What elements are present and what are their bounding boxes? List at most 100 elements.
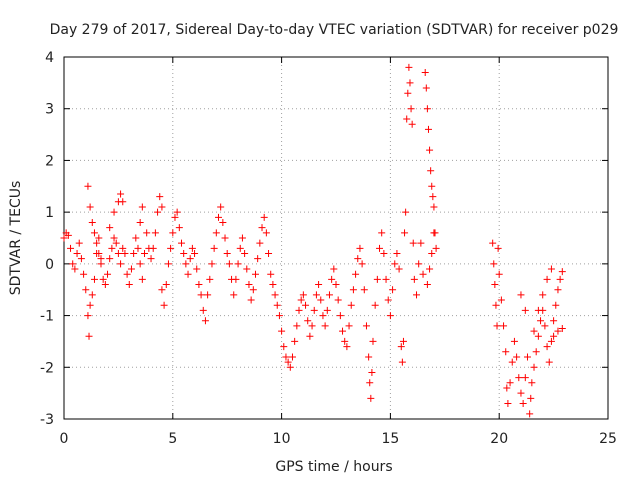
data-point [369, 337, 377, 345]
data-point [419, 270, 427, 278]
data-point [319, 312, 327, 320]
data-point [230, 291, 238, 299]
data-point [517, 291, 525, 299]
data-point [75, 239, 83, 247]
data-point [121, 250, 129, 258]
data-point [332, 281, 340, 289]
data-point [143, 229, 151, 237]
data-point [90, 275, 98, 283]
data-point [545, 358, 553, 366]
data-point [302, 301, 310, 309]
data-point [288, 353, 296, 361]
data-point [386, 312, 394, 320]
data-point [169, 229, 177, 237]
data-point [430, 203, 438, 211]
grid-lines [64, 57, 608, 419]
data-point [86, 203, 94, 211]
data-point [429, 193, 437, 201]
data-point [251, 270, 259, 278]
data-point [427, 167, 435, 175]
data-point [528, 379, 536, 387]
data-point [493, 322, 501, 330]
data-point [423, 105, 431, 113]
data-point [532, 348, 540, 356]
data-point [182, 260, 190, 268]
data-point [490, 260, 498, 268]
data-point [521, 306, 529, 314]
data-point [149, 244, 157, 252]
data-point [291, 337, 299, 345]
data-point [154, 208, 162, 216]
data-point [195, 281, 203, 289]
data-point [234, 260, 242, 268]
data-point [410, 275, 418, 283]
data-point [382, 275, 390, 283]
data-point [275, 312, 283, 320]
data-point [336, 312, 344, 320]
data-point [293, 322, 301, 330]
y-tick-label: 3 [45, 102, 54, 118]
data-point [119, 244, 127, 252]
data-point [247, 296, 255, 304]
data-point [409, 239, 417, 247]
data-point [523, 353, 531, 361]
data-point [391, 260, 399, 268]
data-point [495, 270, 503, 278]
data-point [132, 234, 140, 242]
data-point [180, 250, 188, 258]
data-point [317, 296, 325, 304]
axis-ticks: 0 5 10 15 20 25 -3 -2 -1 0 1 2 3 4 [40, 50, 617, 447]
data-point [164, 260, 172, 268]
data-point [106, 255, 114, 263]
data-point [315, 281, 323, 289]
data-point [136, 218, 144, 226]
data-point [273, 301, 281, 309]
data-point [430, 229, 438, 237]
data-point [119, 198, 127, 206]
data-point [136, 260, 144, 268]
y-tick-label: 4 [45, 50, 54, 66]
data-point [85, 332, 93, 340]
data-point [173, 208, 181, 216]
data-point [95, 250, 103, 258]
data-point [295, 306, 303, 314]
data-point [284, 358, 292, 366]
data-point [117, 260, 125, 268]
data-point [397, 343, 405, 351]
data-point [184, 270, 192, 278]
y-tick-label: -3 [40, 412, 54, 428]
x-tick-label: 0 [60, 431, 69, 447]
data-point [539, 291, 547, 299]
data-point [502, 348, 510, 356]
data-point [88, 218, 96, 226]
data-point [219, 218, 227, 226]
data-point [356, 244, 364, 252]
data-point [141, 250, 149, 258]
data-point [232, 275, 240, 283]
y-tick-label: 2 [45, 153, 54, 169]
data-point [506, 379, 514, 387]
data-point [432, 244, 440, 252]
data-point [408, 120, 416, 128]
data-point [556, 275, 564, 283]
data-point [249, 286, 257, 294]
data-point [69, 260, 77, 268]
data-point [343, 343, 351, 351]
data-point [407, 105, 415, 113]
data-point [345, 322, 353, 330]
data-point [393, 250, 401, 258]
data-point [265, 250, 273, 258]
data-point [262, 229, 270, 237]
data-point [134, 244, 142, 252]
data-point [299, 291, 307, 299]
data-point [422, 84, 430, 92]
data-point [550, 332, 558, 340]
data-point [221, 234, 229, 242]
data-point [260, 213, 268, 221]
data-point [330, 265, 338, 273]
data-point [147, 255, 155, 263]
data-point [415, 260, 423, 268]
data-point [77, 255, 85, 263]
data-point [406, 79, 414, 87]
